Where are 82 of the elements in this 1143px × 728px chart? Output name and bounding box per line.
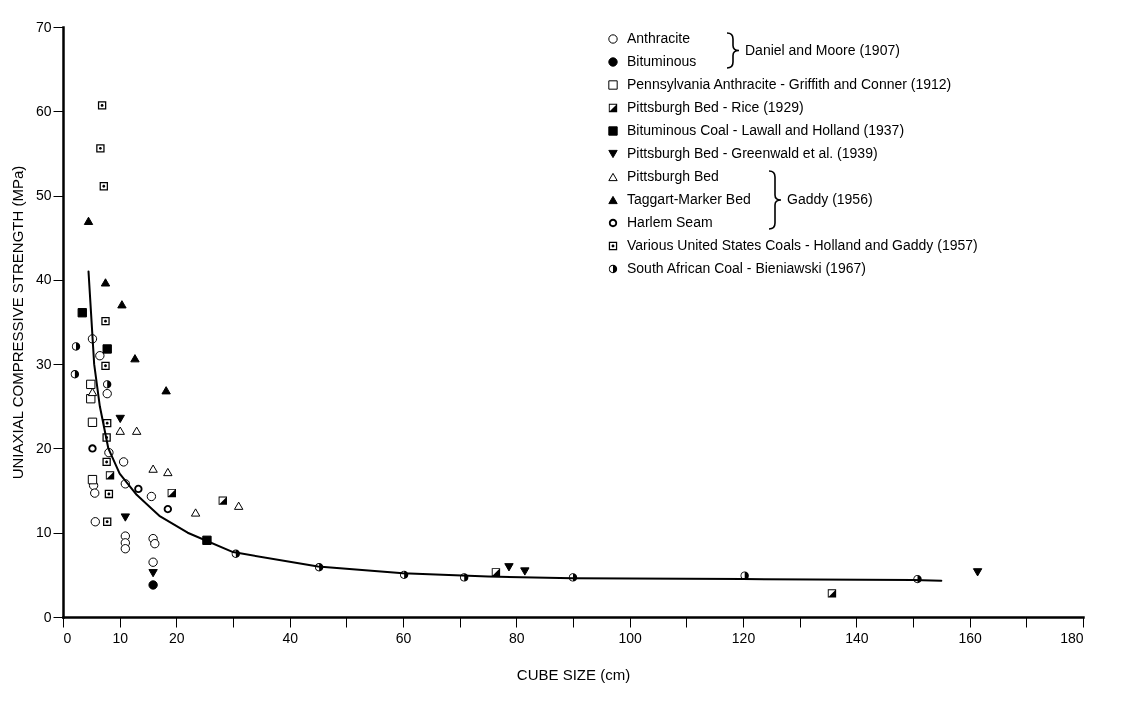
annotation: Daniel and Moore (1907): [745, 41, 900, 58]
legend-label: Pittsburgh Bed: [627, 168, 719, 184]
point: [117, 300, 127, 309]
point: [88, 444, 97, 453]
legend-label: Anthracite: [627, 30, 691, 46]
point: [827, 589, 837, 598]
point: [504, 563, 514, 572]
point: [96, 144, 105, 153]
point: [118, 457, 129, 467]
legend-label: Pittsburgh Bed - Rice (1929): [627, 99, 804, 115]
x-tick-label: 80: [509, 629, 525, 646]
point: [148, 569, 158, 578]
legend-label: Bituminous Coal - Lawall and Holland (1937): [627, 122, 905, 138]
x-tick-label: 40: [282, 629, 299, 646]
point: [134, 484, 143, 494]
point: [146, 491, 157, 502]
point: [202, 535, 212, 545]
point: [87, 417, 98, 427]
point: [87, 474, 98, 485]
y-tick-label: 30: [35, 355, 52, 372]
point: [101, 361, 110, 371]
point: [86, 379, 96, 390]
x-tick-label: 180: [1060, 629, 1084, 646]
legend-label: Taggart-Marker Bed: [627, 191, 751, 207]
point: [130, 354, 140, 363]
y-tick-label: 60: [35, 102, 52, 119]
y-axis-title: UNIAXIAL COMPRESSIVE STRENGTH (MPa): [8, 165, 26, 480]
legend-label: Pittsburgh Bed - Greenwald et al. (1939): [627, 145, 878, 161]
x-tick-label: 10: [112, 629, 129, 646]
y-tick-label: 70: [35, 18, 52, 35]
legend-label: Harlem Seam: [627, 214, 713, 230]
point: [120, 513, 131, 522]
x-tick-label: 100: [618, 629, 643, 646]
x-tick-label: 20: [169, 629, 185, 646]
annotation: Gaddy (1956): [787, 191, 873, 207]
x-tick-label: 160: [958, 629, 983, 646]
x-tick-label: 0: [63, 629, 72, 646]
point: [71, 342, 81, 351]
point: [972, 568, 983, 577]
point: [105, 471, 115, 480]
point: [70, 370, 80, 379]
point: [90, 488, 100, 498]
point: [97, 101, 107, 110]
point: [83, 216, 94, 225]
point: [148, 464, 158, 473]
point: [103, 380, 112, 389]
legend-label: Pennsylvania Anthracite - Griffith and Conner (1912): [627, 76, 952, 92]
point: [148, 557, 158, 567]
x-tick-label: 120: [731, 629, 756, 646]
point: [90, 517, 100, 527]
point: [167, 488, 176, 498]
point: [161, 386, 171, 395]
point: [131, 426, 142, 435]
point: [102, 388, 112, 399]
y-tick-label: 20: [35, 439, 52, 456]
point: [520, 567, 530, 576]
point: [77, 308, 87, 318]
point: [102, 344, 112, 354]
point: [102, 433, 111, 442]
legend-label: South African Coal - Bieniawski (1967): [627, 260, 866, 276]
x-tick-label: 60: [395, 629, 412, 646]
point: [163, 504, 173, 514]
point: [120, 544, 131, 554]
y-tick-label: 0: [43, 608, 52, 625]
legend-label: Bituminous: [627, 53, 697, 69]
point: [115, 414, 125, 424]
point: [115, 426, 125, 435]
point: [102, 457, 111, 467]
legend-label: Various United States Coals - Holland and Gaddy (1957): [627, 237, 978, 253]
point: [95, 351, 105, 361]
y-tick-label: 50: [35, 187, 52, 204]
point: [150, 539, 160, 549]
y-tick-label: 10: [35, 524, 52, 541]
x-axis-title: CUBE SIZE (cm): [516, 665, 631, 683]
y-tick-label: 40: [35, 271, 52, 288]
point: [101, 316, 110, 326]
point: [190, 508, 201, 517]
point: [148, 580, 158, 590]
point: [100, 278, 111, 287]
point: [163, 467, 173, 477]
x-tick-label: 140: [845, 629, 869, 646]
point: [233, 501, 244, 510]
